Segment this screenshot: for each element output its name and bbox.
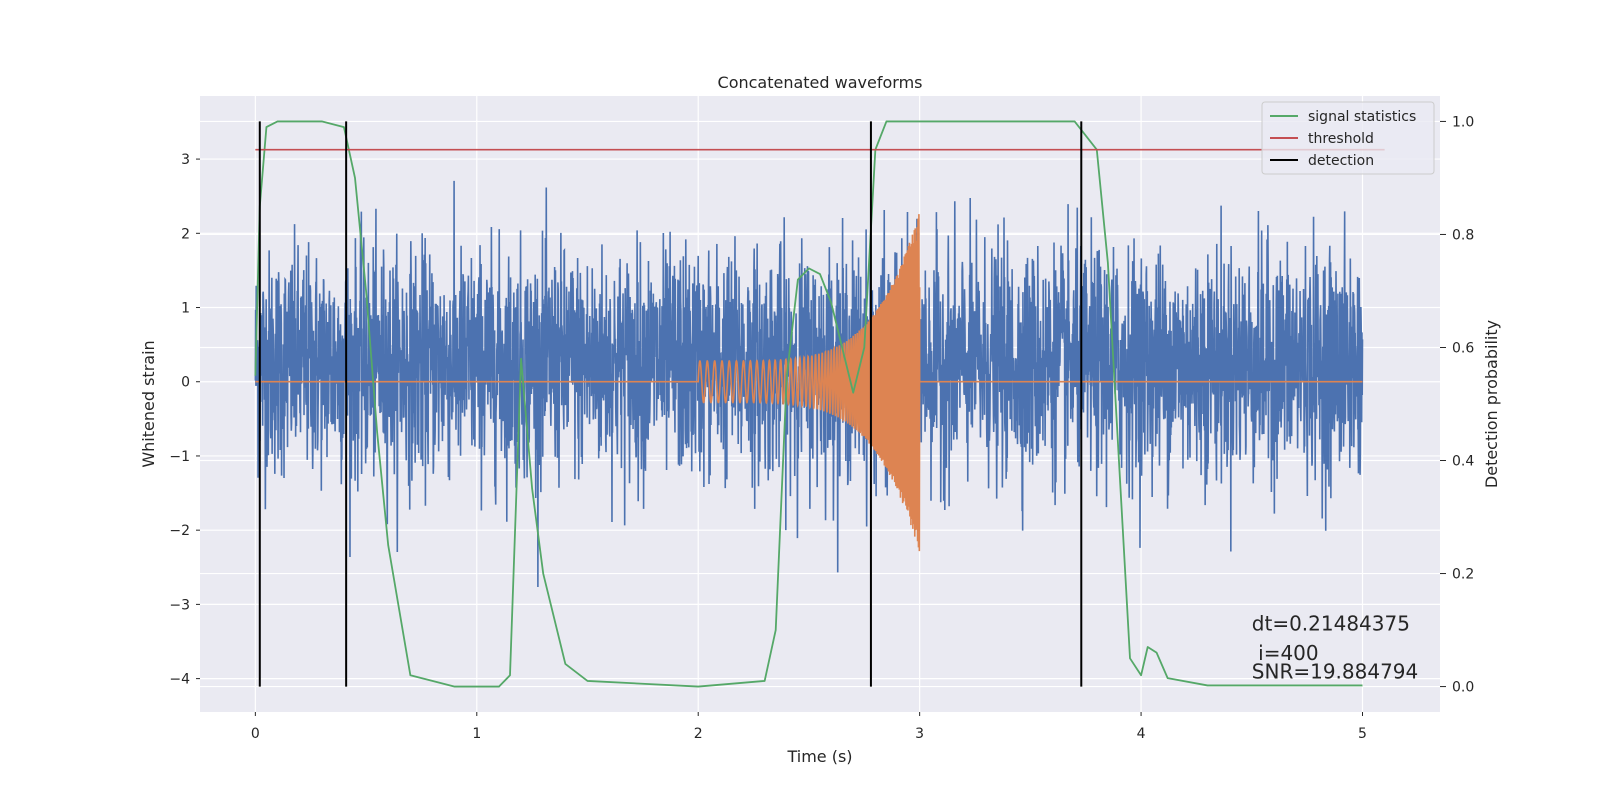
- y2-tick-label: 0.4: [1452, 454, 1474, 470]
- y-axis-label: Whitened strain: [139, 340, 158, 467]
- series-chirp-line: [255, 214, 1363, 552]
- annotation-text: SNR=19.884794: [1252, 660, 1418, 684]
- y-tick-label: 1: [181, 301, 190, 317]
- x-tick-label: 4: [1137, 726, 1146, 742]
- legend-label: threshold: [1308, 131, 1374, 147]
- y-tick-label: 0: [181, 375, 190, 391]
- y-tick-label: −2: [169, 523, 190, 539]
- x-tick-label: 1: [472, 726, 481, 742]
- y2-tick-label: 0.2: [1452, 567, 1474, 583]
- legend-box: [1261, 101, 1435, 175]
- series-signal-statistics-line: [254, 120, 1363, 688]
- annotation-text: i=400: [1252, 641, 1319, 665]
- legend: signal statistics threshold detection: [1261, 101, 1435, 175]
- chart-title: Concatenated waveforms: [718, 73, 923, 92]
- x-tick-label: 3: [915, 726, 924, 742]
- x-tick-label: 0: [251, 726, 260, 742]
- y-axis-ticks: −4 −3 −2 −1 0 1 2 3: [169, 152, 200, 688]
- y-tick-label: −4: [169, 672, 190, 688]
- annotation-text: dt=0.21484375: [1252, 611, 1410, 635]
- x-axis-label: Time (s): [786, 747, 852, 766]
- y2-tick-label: 0.6: [1452, 340, 1474, 356]
- y-tick-label: 2: [181, 226, 190, 242]
- y2-axis-ticks: 0.0 0.2 0.4 0.6 0.8 1.0: [1440, 114, 1474, 696]
- legend-label: signal statistics: [1308, 109, 1416, 125]
- x-tick-label: 2: [694, 726, 703, 742]
- y2-tick-label: 0.0: [1452, 680, 1474, 696]
- y-tick-label: −1: [169, 449, 190, 465]
- y2-axis-label: Detection probability: [1482, 320, 1501, 488]
- y-tick-label: 3: [181, 152, 190, 168]
- plot-content: [254, 120, 1385, 688]
- legend-label: detection: [1308, 153, 1374, 169]
- x-axis-ticks: 0 1 2 3 4 5: [251, 712, 1367, 742]
- y2-tick-label: 0.8: [1452, 227, 1474, 243]
- series-noise-line: [254, 180, 1364, 588]
- y-tick-label: −3: [169, 597, 190, 613]
- x-tick-label: 5: [1358, 726, 1367, 742]
- y2-tick-label: 1.0: [1452, 114, 1474, 130]
